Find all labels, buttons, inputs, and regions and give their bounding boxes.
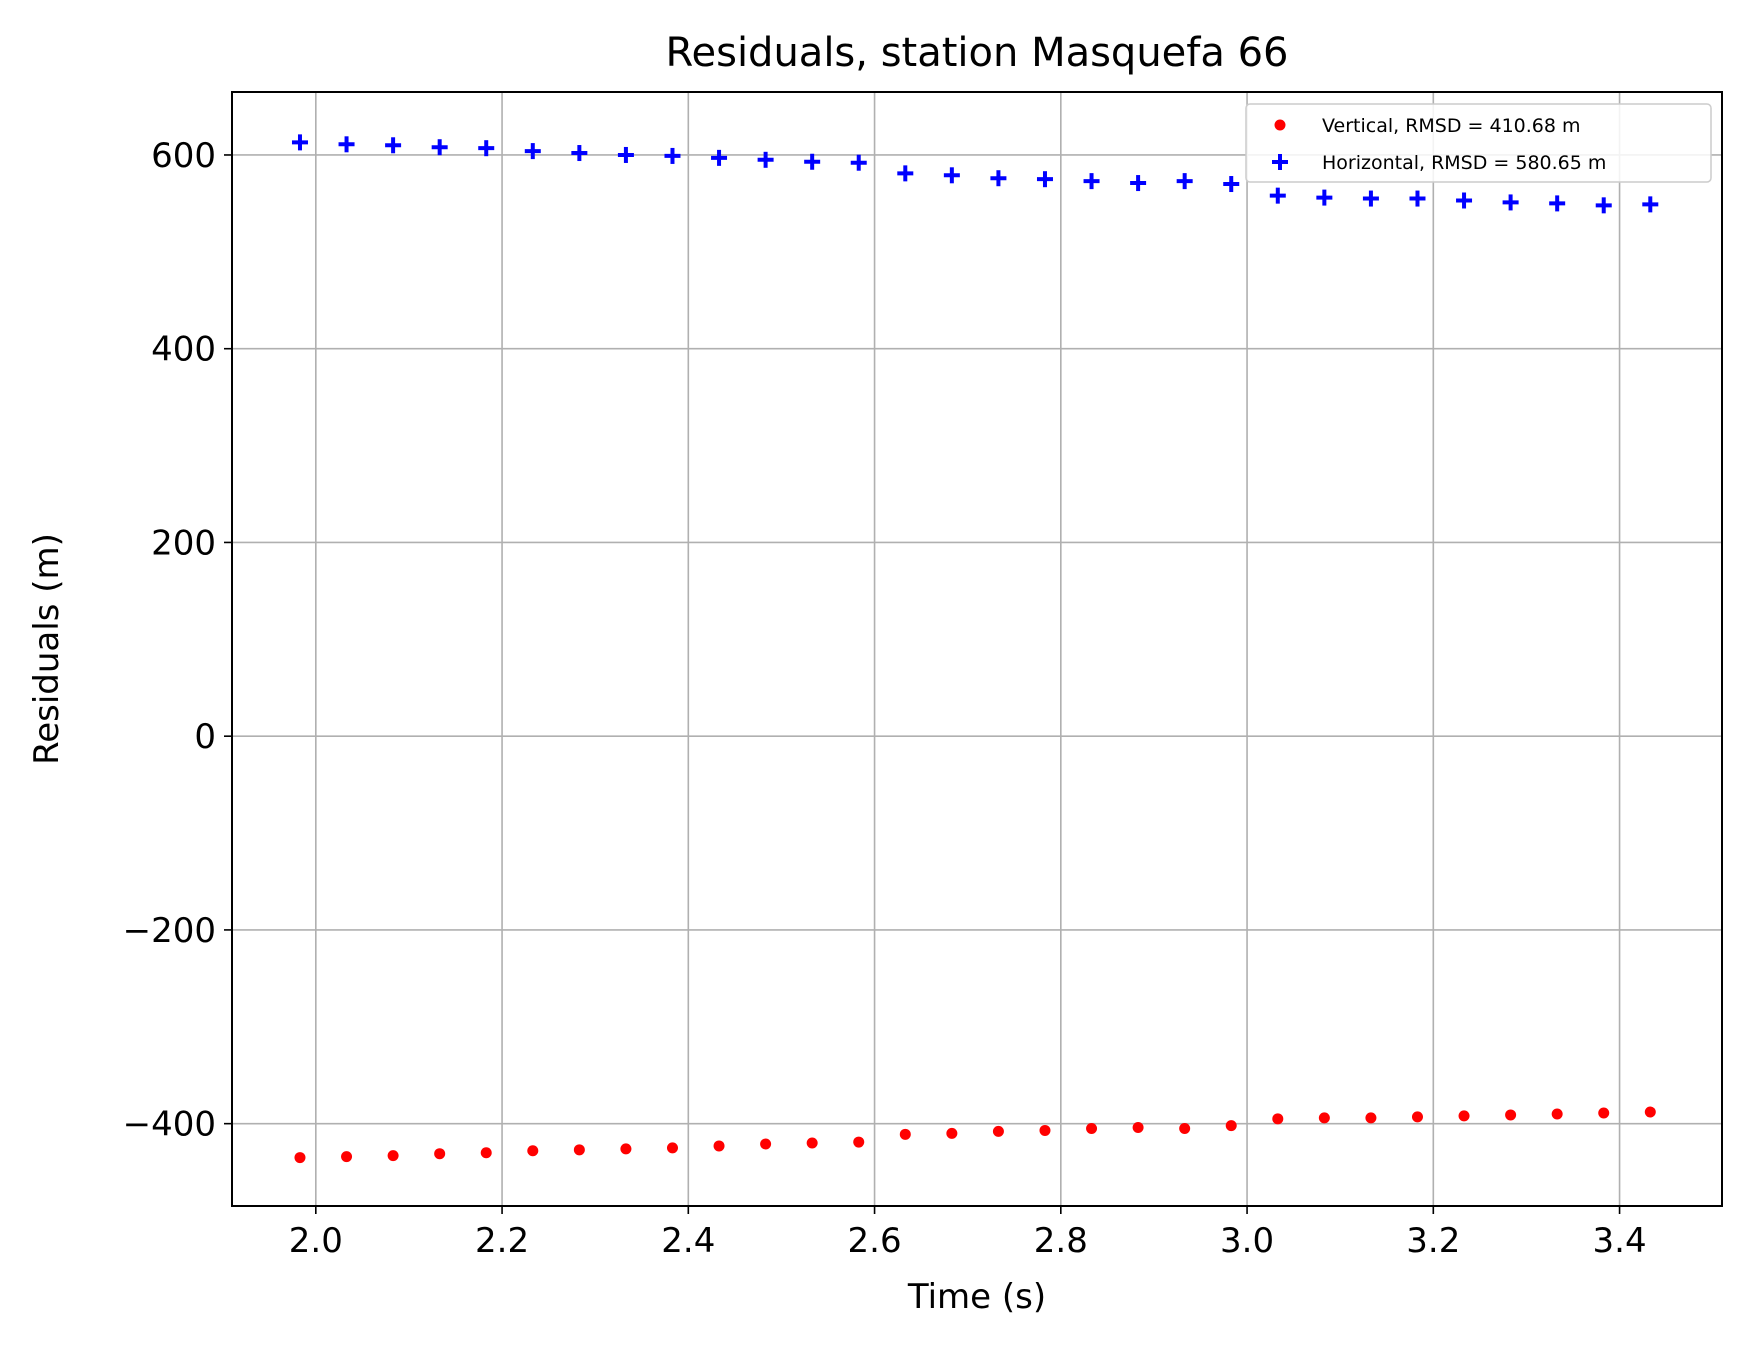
data-series [291, 134, 1659, 1164]
data-point [1132, 1122, 1144, 1134]
data-point [1318, 1112, 1330, 1124]
data-point [666, 1142, 678, 1154]
data-point [338, 136, 355, 153]
x-tick-label: 3.0 [1220, 1221, 1274, 1261]
data-point [291, 134, 308, 151]
data-point [1272, 1113, 1284, 1125]
data-point [480, 1147, 492, 1159]
x-tick-label: 2.0 [289, 1221, 343, 1261]
x-tick-label: 2.4 [661, 1221, 715, 1261]
data-point [1225, 1120, 1237, 1132]
x-tick-label: 2.8 [1034, 1221, 1088, 1261]
data-point [1598, 1107, 1610, 1119]
data-point [850, 154, 867, 171]
y-tick-label: −400 [123, 1105, 216, 1145]
data-point [620, 1143, 632, 1155]
legend-marker-glyph [1272, 154, 1288, 170]
data-point [1039, 1124, 1051, 1136]
data-point [1316, 189, 1333, 206]
data-point [943, 167, 960, 184]
data-point [1642, 196, 1659, 213]
axis-ticks: 2.0 2.2 2.4 2.6 2.8 3.0 3.2 3.4 −400 −200 0 200 400 6… [123, 136, 1647, 1261]
data-point [527, 1145, 539, 1157]
legend-marker-vertical [1274, 119, 1286, 131]
data-point [711, 149, 728, 166]
data-point [617, 146, 634, 163]
series-horizontal [291, 134, 1659, 214]
series-vertical [294, 1106, 1656, 1164]
data-point [1179, 1123, 1191, 1135]
data-point [990, 170, 1007, 187]
data-point [897, 165, 914, 182]
data-point [992, 1125, 1004, 1137]
chart-title: Residuals, station Masquefa 66 [666, 30, 1289, 76]
data-point [899, 1128, 911, 1140]
data-point [1362, 190, 1379, 207]
y-axis-label: Residuals (m) [27, 533, 67, 765]
data-point [713, 1140, 725, 1152]
data-point [478, 140, 495, 157]
legend-box [1245, 103, 1712, 183]
y-tick-label: 200 [151, 523, 216, 563]
data-point [1644, 1106, 1656, 1118]
data-point [524, 143, 541, 160]
legend-label-vertical: Vertical, RMSD = 410.68 m [1322, 115, 1581, 137]
data-point [573, 1144, 585, 1156]
data-point [1458, 1110, 1470, 1122]
x-tick-label: 3.2 [1406, 1221, 1460, 1261]
x-tick-label: 2.2 [475, 1221, 529, 1261]
data-point [431, 139, 448, 156]
legend-marker-horizontal [1272, 154, 1288, 170]
data-point [294, 1152, 306, 1164]
data-point [385, 137, 402, 154]
y-tick-label: −200 [123, 911, 216, 951]
legend: Vertical, RMSD = 410.68 m Horizontal, RM… [1245, 103, 1712, 183]
data-point [1502, 194, 1519, 211]
data-point [1130, 175, 1147, 192]
y-tick-label: 400 [151, 330, 216, 370]
data-point [1456, 192, 1473, 209]
data-point [1036, 171, 1053, 188]
data-point [760, 1138, 772, 1150]
data-point [1551, 1108, 1563, 1120]
legend-label-horizontal: Horizontal, RMSD = 580.65 m [1322, 152, 1606, 174]
data-point [1411, 1111, 1423, 1123]
data-point [1365, 1112, 1377, 1124]
data-point [664, 147, 681, 164]
y-tick-label: 0 [194, 717, 216, 757]
data-point [806, 1137, 818, 1149]
data-point [1595, 197, 1612, 214]
legend-marker-glyph [1274, 119, 1286, 131]
data-point [1505, 1109, 1517, 1121]
data-point [1223, 176, 1240, 193]
data-point [1409, 190, 1426, 207]
data-point [434, 1148, 446, 1160]
data-point [1269, 187, 1286, 204]
data-point [757, 151, 774, 168]
x-axis-label: Time (s) [907, 1277, 1046, 1317]
data-point [1549, 195, 1566, 212]
data-point [853, 1136, 865, 1148]
data-point [804, 153, 821, 170]
data-point [946, 1127, 958, 1139]
data-point [387, 1150, 399, 1162]
x-tick-label: 2.6 [848, 1221, 902, 1261]
plot-area-frame [231, 91, 1723, 1207]
data-point [1083, 173, 1100, 190]
data-point [1086, 1123, 1098, 1135]
y-tick-label: 600 [151, 136, 216, 176]
x-tick-label: 3.4 [1593, 1221, 1647, 1261]
data-point [571, 145, 588, 162]
data-point [341, 1151, 353, 1163]
data-point [1176, 173, 1193, 190]
grid-lines [232, 92, 1722, 1206]
